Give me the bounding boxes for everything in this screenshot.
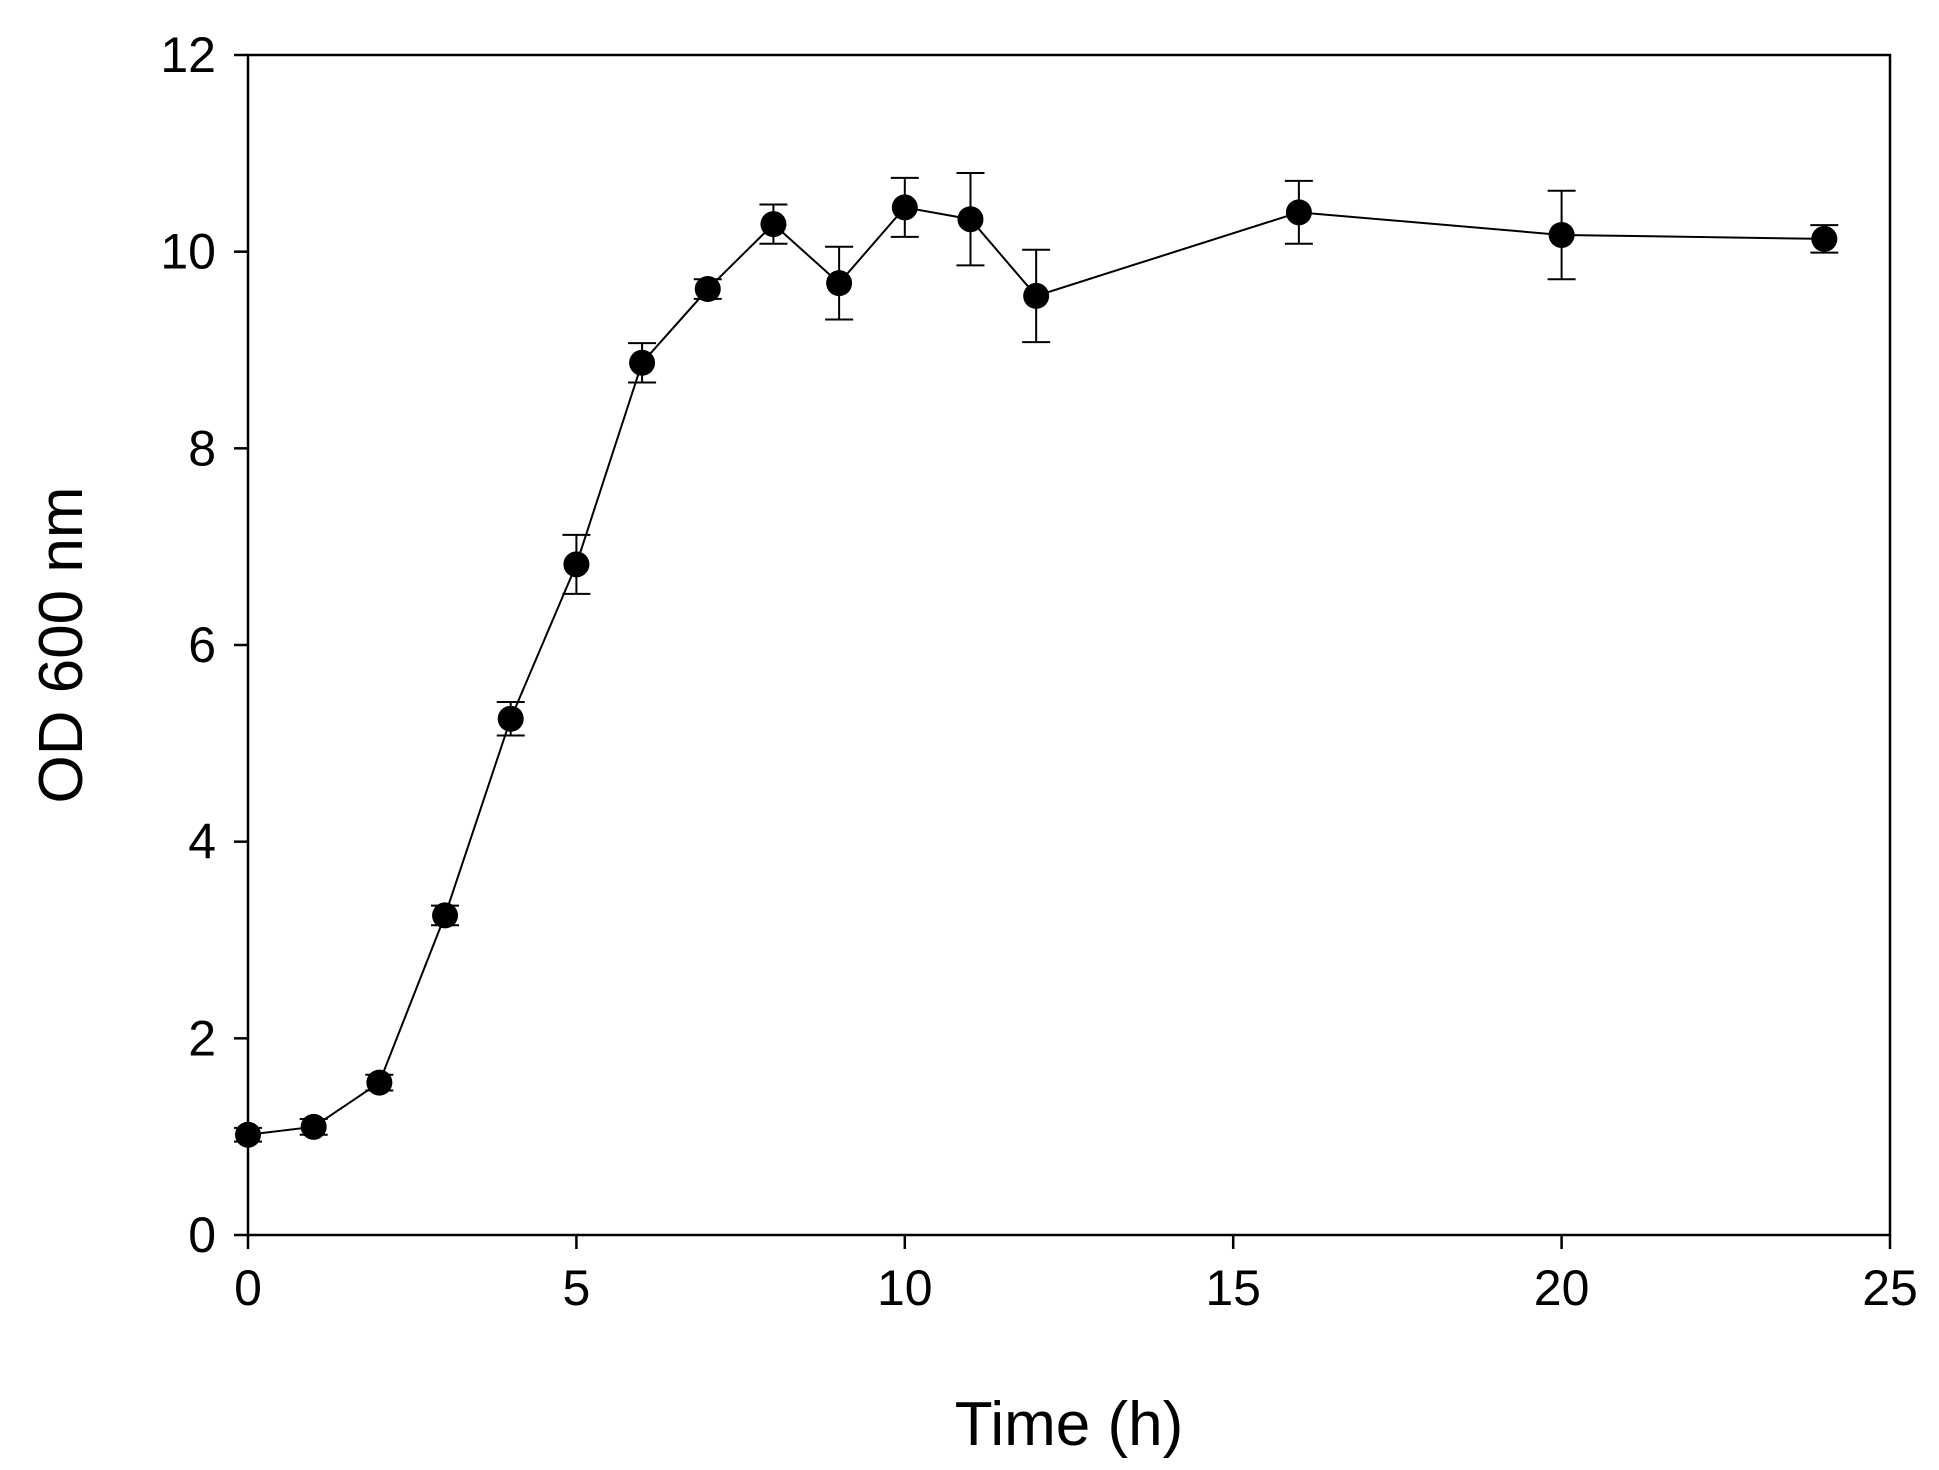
data-point: [760, 211, 787, 238]
data-point: [629, 349, 656, 376]
series-line: [247, 206, 1825, 1136]
x-tick-label: 20: [1534, 1260, 1590, 1316]
data-series: [234, 172, 1839, 1148]
y-tick-label: 12: [160, 27, 216, 83]
data-point: [826, 270, 853, 297]
x-axis-title: Time (h): [955, 1390, 1183, 1459]
data-point: [366, 1069, 393, 1096]
y-tick-label: 2: [188, 1010, 216, 1066]
y-tick-label: 0: [188, 1207, 216, 1263]
y-tick-label: 10: [160, 224, 216, 280]
data-point: [1548, 221, 1575, 248]
data-point: [563, 551, 590, 578]
y-tick-label: 6: [188, 617, 216, 673]
x-tick-label: 25: [1862, 1260, 1918, 1316]
x-tick-label: 10: [877, 1260, 933, 1316]
data-point: [235, 1121, 261, 1148]
x-tick-label: 15: [1205, 1260, 1261, 1316]
data-point: [694, 276, 721, 303]
data-point: [432, 902, 459, 929]
y-tick-label: 4: [188, 814, 216, 870]
axis-ticks: 0 5 10 15 20 25 0 2 4 6 8 10 12: [160, 27, 1917, 1316]
data-point: [300, 1113, 327, 1140]
data-point: [1285, 199, 1312, 226]
data-point: [497, 705, 524, 732]
x-tick-label: 0: [234, 1260, 262, 1316]
data-point: [891, 194, 918, 221]
data-point: [957, 206, 984, 233]
y-tick-label: 8: [188, 420, 216, 476]
plot-frame: [246, 53, 1892, 1237]
y-axis-title: OD 600 nm: [27, 486, 96, 803]
data-point: [1023, 282, 1050, 309]
data-point: [1811, 225, 1838, 252]
x-tick-label: 5: [562, 1260, 590, 1316]
